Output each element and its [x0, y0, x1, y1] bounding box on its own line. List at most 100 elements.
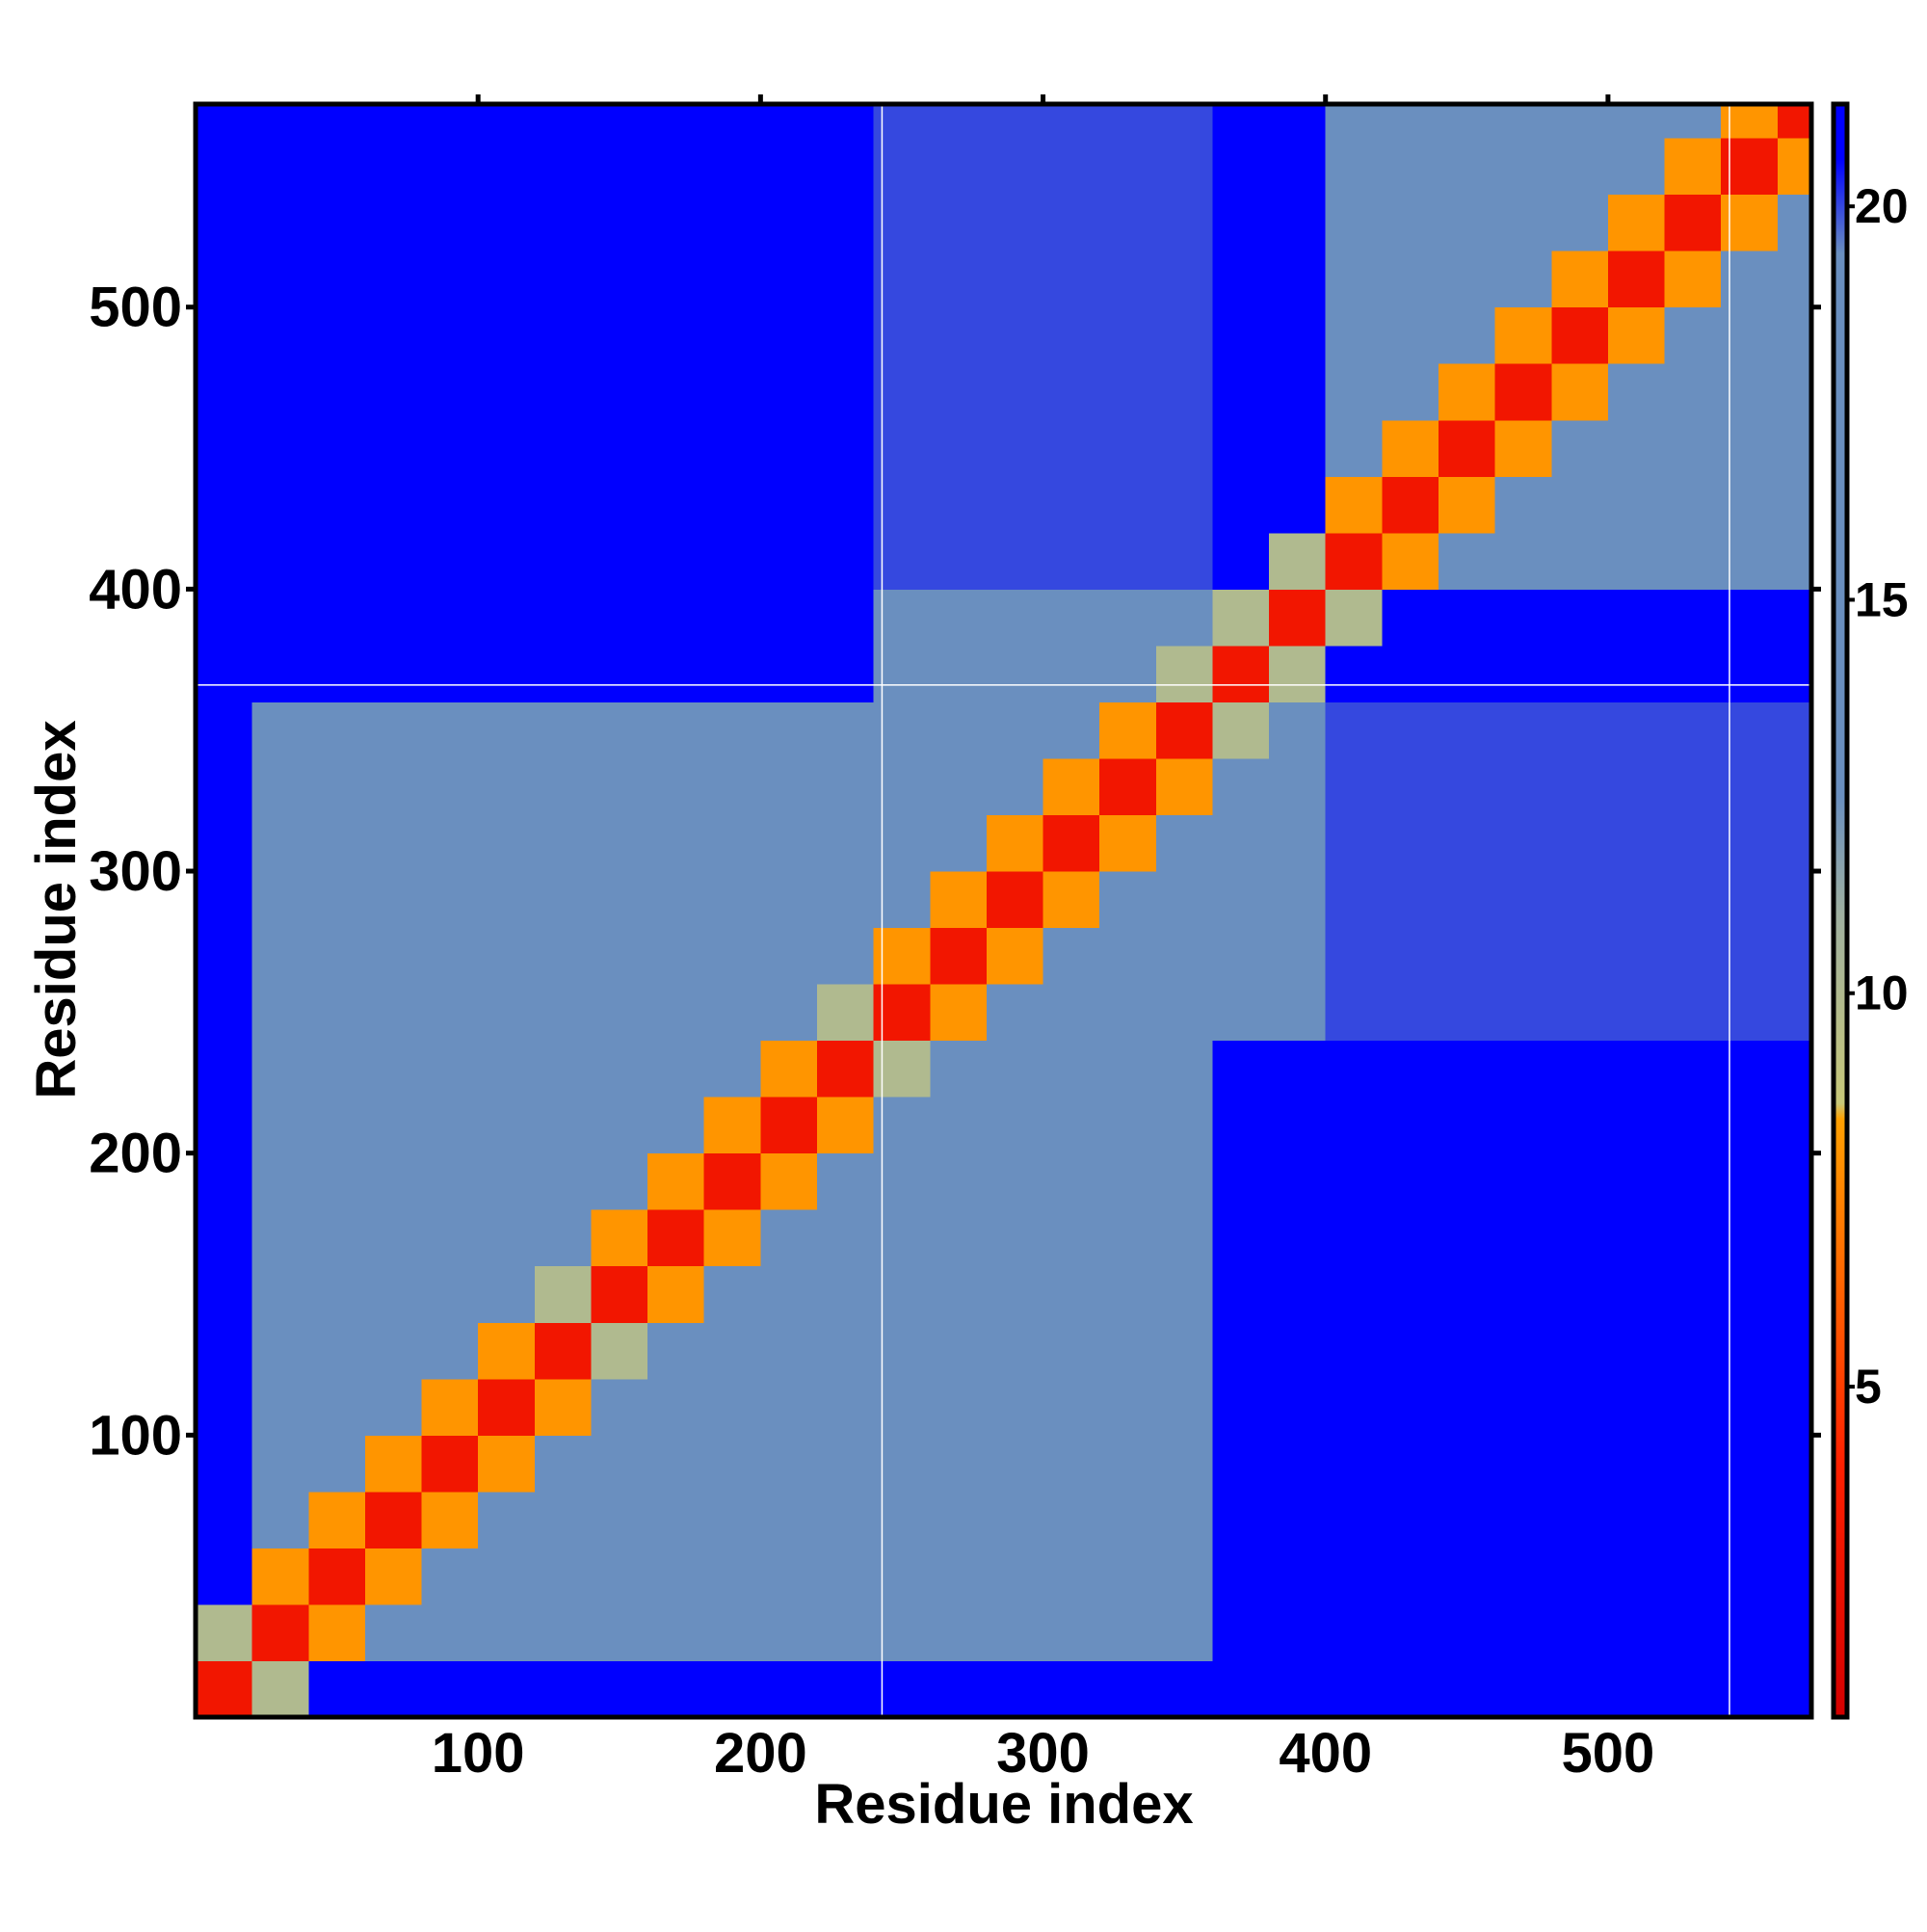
heatmap-cell: [1607, 1209, 1666, 1267]
heatmap-cell: [1551, 757, 1609, 815]
heatmap-cell: [534, 1548, 592, 1605]
heatmap-cell: [1043, 927, 1100, 985]
heatmap-cell: [1099, 1603, 1157, 1661]
heatmap-cell: [421, 701, 479, 759]
heatmap-cell: [1212, 1378, 1270, 1436]
heatmap-cell: [647, 138, 705, 196]
heatmap-cell: [478, 1040, 536, 1098]
heatmap-cell: [817, 589, 875, 647]
heatmap-cell: [308, 476, 366, 534]
heatmap-cell: [817, 927, 875, 985]
heatmap-cell: [1551, 419, 1609, 477]
heatmap-cell: [873, 419, 931, 477]
heatmap-cell: [760, 701, 818, 759]
heatmap-cell: [364, 1378, 423, 1436]
heatmap-cell: [760, 363, 818, 421]
heatmap-cell: [1607, 104, 1666, 139]
heatmap-cell: [1439, 589, 1496, 647]
heatmap-cell: [760, 814, 818, 872]
heatmap-cell: [364, 645, 423, 702]
heatmap-cell: [1607, 701, 1666, 759]
heatmap-cell: [591, 1040, 648, 1098]
heatmap-cell: [1494, 476, 1552, 534]
heatmap-cell: [1721, 1548, 1779, 1605]
heatmap-cell: [1155, 1603, 1213, 1661]
heatmap-cell: [1269, 1040, 1327, 1098]
heatmap-cell: [986, 927, 1044, 985]
heatmap-cell: [1664, 194, 1722, 251]
heatmap-cell: [1325, 1660, 1383, 1717]
heatmap-cell: [873, 1435, 931, 1493]
heatmap-cell: [873, 1548, 931, 1605]
heatmap-cell: [591, 104, 648, 139]
heatmap-cell: [1043, 251, 1100, 308]
heatmap-cell: [1099, 1548, 1157, 1605]
heatmap-cell: [196, 1040, 253, 1098]
heatmap-cell: [930, 1322, 988, 1380]
heatmap-cell: [1721, 476, 1779, 534]
heatmap-cell: [1551, 1322, 1609, 1380]
heatmap-cell: [1439, 1660, 1496, 1717]
heatmap-cell: [421, 645, 479, 702]
heatmap-cell: [1664, 476, 1722, 534]
heatmap-cell: [1269, 1152, 1327, 1210]
heatmap-cell: [1155, 701, 1213, 759]
heatmap-cell: [1099, 701, 1157, 759]
heatmap-cell: [873, 194, 931, 251]
heatmap-cell: [1043, 138, 1100, 196]
heatmap-cell: [308, 363, 366, 421]
heatmap-cell: [760, 871, 818, 929]
heatmap-cell: [1043, 1040, 1100, 1098]
heatmap-cell: [1043, 589, 1100, 647]
heatmap-cell: [930, 1548, 988, 1605]
heatmap-cell: [1777, 363, 1811, 421]
heatmap-cell: [196, 1152, 253, 1210]
heatmap-cell: [1325, 984, 1383, 1042]
heatmap-cell: [308, 1660, 366, 1717]
heatmap-cell: [817, 1152, 875, 1210]
heatmap-cell: [1494, 1660, 1552, 1717]
colorbar: [1831, 101, 1850, 1720]
heatmap-cell: [1212, 1660, 1270, 1717]
heatmap-cell: [930, 1378, 988, 1436]
heatmap-cell: [873, 1209, 931, 1267]
heatmap-cell: [986, 194, 1044, 251]
heatmap-cell: [1155, 589, 1213, 647]
heatmap-cell: [873, 251, 931, 308]
heatmap-cell: [873, 138, 931, 196]
heatmap-cell: [703, 306, 761, 364]
heatmap-cell: [986, 532, 1044, 590]
heatmap-cell: [1325, 927, 1383, 985]
heatmap-cell: [647, 104, 705, 139]
heatmap-cell: [1155, 1548, 1213, 1605]
heatmap-cell: [1551, 871, 1609, 929]
heatmap-cell: [1382, 194, 1439, 251]
heatmap-cell: [1494, 194, 1552, 251]
heatmap-cell: [1721, 306, 1779, 364]
heatmap-cell: [1777, 589, 1811, 647]
heatmap-cell: [1664, 589, 1722, 647]
x-tick-label: 500: [1562, 1722, 1655, 1785]
heatmap-cell: [1551, 1603, 1609, 1661]
heatmap-cell: [647, 1209, 705, 1267]
heatmap-cell: [1269, 871, 1327, 929]
heatmap-cell: [1439, 251, 1496, 308]
heatmap-cell: [1607, 363, 1666, 421]
heatmap-cell: [1325, 1265, 1383, 1323]
heatmap-cell: [760, 194, 818, 251]
heatmap-cell: [930, 419, 988, 477]
heatmap-cell: [1212, 1491, 1270, 1548]
heatmap-cell: [364, 194, 423, 251]
heatmap-cell: [1607, 1040, 1666, 1098]
heatmap-cell: [647, 1152, 705, 1210]
heatmap-cell: [1439, 1152, 1496, 1210]
heatmap-cell: [817, 1603, 875, 1661]
heatmap-cell: [930, 757, 988, 815]
heatmap-cell: [1721, 419, 1779, 477]
heatmap-cell: [308, 701, 366, 759]
heatmap-cell: [1043, 1152, 1100, 1210]
y-axis-title: Residue index: [25, 720, 88, 1098]
heatmap-cell: [478, 104, 536, 139]
heatmap-cell: [196, 871, 253, 929]
heatmap-cell: [1551, 1152, 1609, 1210]
